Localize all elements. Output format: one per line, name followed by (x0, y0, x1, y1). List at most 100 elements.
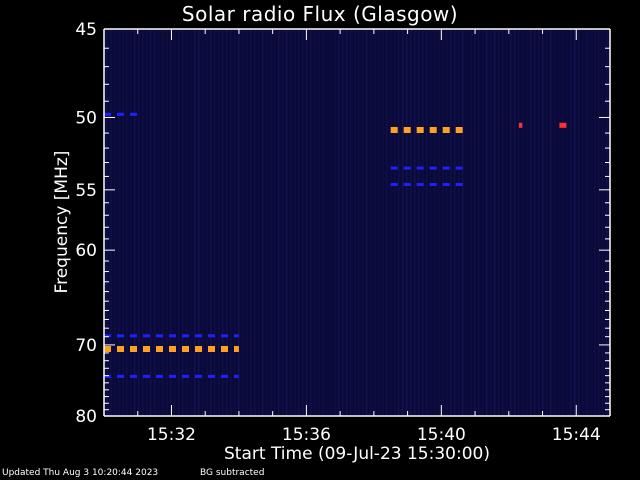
noise-streak (230, 29, 232, 416)
noise-streak (350, 29, 352, 416)
noise-streak (502, 29, 504, 416)
noise-streak (406, 29, 408, 416)
emission-feature (117, 334, 124, 338)
noise-streak (550, 29, 552, 416)
noise-streak (526, 29, 528, 416)
emission-feature (143, 334, 150, 338)
noise-streak (330, 29, 332, 416)
noise-streak (246, 29, 248, 416)
noise-streak (438, 29, 440, 416)
noise-streak (154, 29, 156, 416)
noise-streak (478, 29, 480, 416)
y-tick-label: 55 (75, 181, 97, 201)
y-tick-label: 60 (75, 241, 97, 261)
y-axis-label: Frequency [MHz] (52, 150, 72, 294)
emission-feature (156, 334, 163, 338)
emission-feature (117, 346, 124, 352)
x-tick-label: 15:44 (552, 425, 601, 445)
noise-streak (314, 29, 316, 416)
noise-streak (570, 29, 572, 416)
emission-feature (559, 122, 567, 128)
emission-feature (182, 346, 189, 352)
noise-streak (178, 29, 180, 416)
emission-feature (416, 166, 424, 170)
noise-streak (118, 29, 120, 416)
emission-feature (169, 374, 176, 378)
emission-feature (182, 334, 189, 338)
noise-streak (434, 29, 436, 416)
noise-streak (422, 29, 424, 416)
noise-streak (322, 29, 324, 416)
noise-streak (602, 29, 604, 416)
emission-feature (169, 334, 176, 338)
noise-streak (150, 29, 152, 416)
noise-streak (306, 29, 308, 416)
noise-streak (538, 29, 540, 416)
noise-streak (206, 29, 208, 416)
noise-streak (346, 29, 348, 416)
noise-streak (418, 29, 420, 416)
emission-feature (143, 374, 150, 378)
background-noise (106, 29, 608, 416)
noise-streak (450, 29, 452, 416)
emission-feature (104, 346, 111, 352)
noise-streak (374, 29, 376, 416)
emission-feature (390, 183, 398, 186)
noise-streak (446, 29, 448, 416)
noise-streak (482, 29, 484, 416)
noise-streak (146, 29, 148, 416)
noise-streak (518, 29, 520, 416)
noise-streak (554, 29, 556, 416)
noise-streak (190, 29, 192, 416)
noise-streak (294, 29, 296, 416)
noise-streak (382, 29, 384, 416)
noise-streak (578, 29, 580, 416)
noise-streak (134, 29, 136, 416)
noise-streak (338, 29, 340, 416)
noise-streak (410, 29, 412, 416)
noise-streak (234, 29, 236, 416)
updated-timestamp: Updated Thu Aug 3 10:20:44 2023 (2, 468, 159, 478)
noise-streak (514, 29, 516, 416)
emission-feature (403, 183, 411, 186)
emission-feature (518, 122, 523, 128)
noise-streak (470, 29, 472, 416)
noise-streak (574, 29, 576, 416)
bg-subtracted-note: BG subtracted (200, 468, 265, 478)
noise-streak (558, 29, 560, 416)
noise-streak (490, 29, 492, 416)
noise-streak (274, 29, 276, 416)
noise-streak (278, 29, 280, 416)
noise-streak (170, 29, 172, 416)
noise-streak (566, 29, 568, 416)
noise-streak (402, 29, 404, 416)
noise-streak (142, 29, 144, 416)
noise-streak (362, 29, 364, 416)
noise-streak (214, 29, 216, 416)
emission-features (104, 112, 567, 378)
noise-streak (442, 29, 444, 416)
y-tick-label: 70 (75, 336, 97, 356)
noise-streak (354, 29, 356, 416)
noise-streak (534, 29, 536, 416)
emission-feature (429, 166, 437, 170)
x-tick-label: 15:36 (282, 425, 331, 445)
noise-streak (282, 29, 284, 416)
emission-feature (208, 334, 215, 338)
noise-streak (198, 29, 200, 416)
chart-title: Solar radio Flux (Glasgow) (181, 2, 459, 26)
emission-feature (429, 127, 437, 133)
x-axis-label: Start Time (09-Jul-23 15:30:00) (224, 444, 490, 464)
emission-feature (195, 334, 202, 338)
x-tick-label: 15:40 (417, 425, 466, 445)
noise-streak (162, 29, 164, 416)
emission-feature (130, 374, 137, 378)
noise-streak (378, 29, 380, 416)
emission-feature (429, 183, 437, 186)
noise-streak (262, 29, 264, 416)
noise-streak (302, 29, 304, 416)
noise-streak (110, 29, 112, 416)
noise-streak (186, 29, 188, 416)
noise-streak (122, 29, 124, 416)
